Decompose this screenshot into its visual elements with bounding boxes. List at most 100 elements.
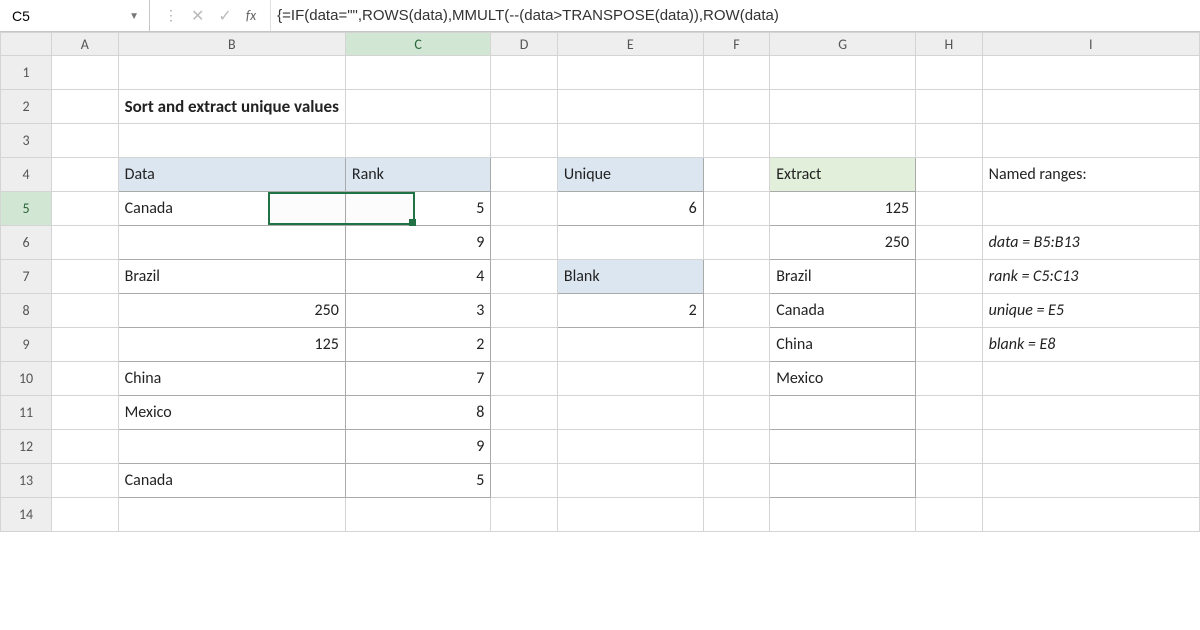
cell-D4[interactable] <box>491 158 558 192</box>
cancel-icon[interactable]: ✕ <box>191 6 204 26</box>
cell-E4[interactable]: Unique <box>557 158 703 192</box>
cell-F5[interactable] <box>703 192 770 226</box>
cell-I6[interactable]: data = B5:B13 <box>982 226 1199 260</box>
cell-B8[interactable]: 250 <box>118 294 345 328</box>
cell-C8[interactable]: 3 <box>345 294 490 328</box>
cell-F8[interactable] <box>703 294 770 328</box>
cell-B4[interactable]: Data <box>118 158 345 192</box>
row-header-9[interactable]: 9 <box>1 328 52 362</box>
cell-C5[interactable]: 5 <box>345 192 490 226</box>
cell-A12[interactable] <box>52 430 119 464</box>
cell-G10[interactable]: Mexico <box>770 362 916 396</box>
cell-C7[interactable]: 4 <box>345 260 490 294</box>
formula-input[interactable] <box>271 6 1200 25</box>
cell-E7[interactable]: Blank <box>557 260 703 294</box>
cell-D8[interactable] <box>491 294 558 328</box>
cell-E1[interactable] <box>557 56 703 90</box>
cell-I13[interactable] <box>982 464 1199 498</box>
cell-E6[interactable] <box>557 226 703 260</box>
cell-A11[interactable] <box>52 396 119 430</box>
cell-I10[interactable] <box>982 362 1199 396</box>
row-header-2[interactable]: 2 <box>1 90 52 124</box>
cell-G1[interactable] <box>770 56 916 90</box>
cell-B3[interactable] <box>118 124 345 158</box>
fx-icon[interactable]: fx <box>246 7 256 24</box>
row-header-6[interactable]: 6 <box>1 226 52 260</box>
cell-A7[interactable] <box>52 260 119 294</box>
cell-C4[interactable]: Rank <box>345 158 490 192</box>
row-header-12[interactable]: 12 <box>1 430 52 464</box>
col-header-G[interactable]: G <box>770 33 916 56</box>
cell-A6[interactable] <box>52 226 119 260</box>
cell-B1[interactable] <box>118 56 345 90</box>
row-header-13[interactable]: 13 <box>1 464 52 498</box>
col-header-E[interactable]: E <box>557 33 703 56</box>
col-header-C[interactable]: C <box>345 33 490 56</box>
cell-H9[interactable] <box>916 328 983 362</box>
cell-F9[interactable] <box>703 328 770 362</box>
cell-G3[interactable] <box>770 124 916 158</box>
cell-A3[interactable] <box>52 124 119 158</box>
cell-I5[interactable] <box>982 192 1199 226</box>
cell-I2[interactable] <box>982 90 1199 124</box>
cell-A2[interactable] <box>52 90 119 124</box>
cell-F3[interactable] <box>703 124 770 158</box>
cell-D7[interactable] <box>491 260 558 294</box>
cell-G14[interactable] <box>770 498 916 532</box>
row-header-4[interactable]: 4 <box>1 158 52 192</box>
cell-B12[interactable] <box>118 430 345 464</box>
col-header-B[interactable]: B <box>118 33 345 56</box>
cell-A5[interactable] <box>52 192 119 226</box>
cell-A10[interactable] <box>52 362 119 396</box>
cell-C12[interactable]: 9 <box>345 430 490 464</box>
cell-I7[interactable]: rank = C5:C13 <box>982 260 1199 294</box>
cell-B2[interactable]: Sort and extract unique values <box>118 90 345 124</box>
cell-F13[interactable] <box>703 464 770 498</box>
cell-F10[interactable] <box>703 362 770 396</box>
cell-G5[interactable]: 125 <box>770 192 916 226</box>
cell-H2[interactable] <box>916 90 983 124</box>
cell-I12[interactable] <box>982 430 1199 464</box>
col-header-D[interactable]: D <box>491 33 558 56</box>
cell-B7[interactable]: Brazil <box>118 260 345 294</box>
cell-E14[interactable] <box>557 498 703 532</box>
cell-H12[interactable] <box>916 430 983 464</box>
row-header-7[interactable]: 7 <box>1 260 52 294</box>
row-header-11[interactable]: 11 <box>1 396 52 430</box>
cell-C10[interactable]: 7 <box>345 362 490 396</box>
cell-B14[interactable] <box>118 498 345 532</box>
cell-A13[interactable] <box>52 464 119 498</box>
cell-I14[interactable] <box>982 498 1199 532</box>
col-header-F[interactable]: F <box>703 33 770 56</box>
cell-G6[interactable]: 250 <box>770 226 916 260</box>
cell-D1[interactable] <box>491 56 558 90</box>
cell-H14[interactable] <box>916 498 983 532</box>
chevron-down-icon[interactable]: ▼ <box>123 9 139 22</box>
cell-C9[interactable]: 2 <box>345 328 490 362</box>
cell-A14[interactable] <box>52 498 119 532</box>
cell-I1[interactable] <box>982 56 1199 90</box>
cell-H5[interactable] <box>916 192 983 226</box>
cell-D11[interactable] <box>491 396 558 430</box>
cell-H7[interactable] <box>916 260 983 294</box>
cell-G7[interactable]: Brazil <box>770 260 916 294</box>
cell-C6[interactable]: 9 <box>345 226 490 260</box>
cell-A4[interactable] <box>52 158 119 192</box>
cell-H10[interactable] <box>916 362 983 396</box>
cell-I8[interactable]: unique = E5 <box>982 294 1199 328</box>
cell-G4[interactable]: Extract <box>770 158 916 192</box>
cell-F4[interactable] <box>703 158 770 192</box>
cell-F1[interactable] <box>703 56 770 90</box>
cell-D9[interactable] <box>491 328 558 362</box>
cell-D13[interactable] <box>491 464 558 498</box>
cell-C14[interactable] <box>345 498 490 532</box>
cell-E10[interactable] <box>557 362 703 396</box>
cell-C13[interactable]: 5 <box>345 464 490 498</box>
cell-C2[interactable] <box>345 90 490 124</box>
cell-H13[interactable] <box>916 464 983 498</box>
cell-B5[interactable]: Canada <box>118 192 345 226</box>
cell-B13[interactable]: Canada <box>118 464 345 498</box>
cell-G11[interactable] <box>770 396 916 430</box>
row-header-1[interactable]: 1 <box>1 56 52 90</box>
confirm-icon[interactable]: ✓ <box>218 6 231 26</box>
